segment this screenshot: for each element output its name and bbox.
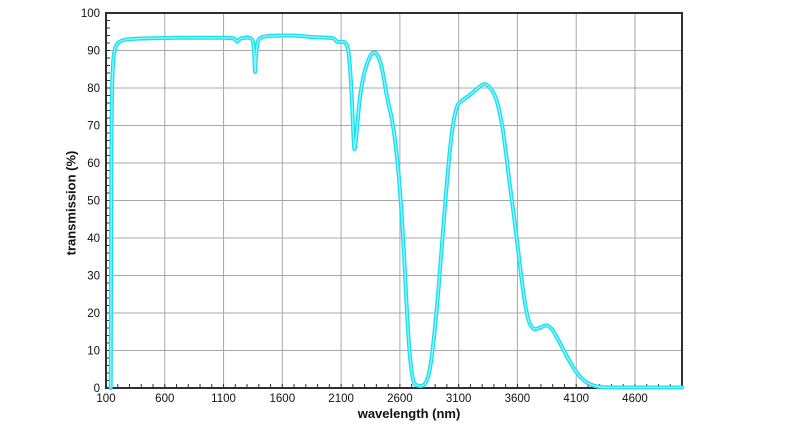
y-tick-label: 40 xyxy=(87,233,100,245)
x-tick-label: 100 xyxy=(96,393,115,405)
y-tick-label: 100 xyxy=(81,8,100,20)
y-axis-title: transmission (%) xyxy=(63,150,79,256)
y-tick-label: 30 xyxy=(87,271,100,283)
x-tick-label: 2600 xyxy=(387,393,413,405)
y-tick-label: 10 xyxy=(87,346,100,358)
x-tick-label: 1100 xyxy=(211,393,236,405)
x-tick-label: 3100 xyxy=(446,393,472,405)
x-axis-title: wavelength (nm) xyxy=(357,406,461,421)
y-tick-label: 80 xyxy=(87,83,100,95)
y-tick-label: 0 xyxy=(94,383,100,395)
x-tick-label: 3600 xyxy=(505,393,531,405)
x-tick-label: 4100 xyxy=(563,393,589,405)
y-tick-label: 90 xyxy=(87,46,100,58)
y-tick-label: 20 xyxy=(87,308,100,320)
plot-border xyxy=(105,12,683,389)
x-tick-label: 2100 xyxy=(328,393,354,405)
transmission-curve-core xyxy=(110,34,683,389)
y-tick-label: 60 xyxy=(87,158,100,170)
y-tick-label: 70 xyxy=(87,121,100,133)
y-tick-label: 50 xyxy=(87,196,100,208)
x-tick-label: 4600 xyxy=(622,393,648,405)
x-tick-label: 1600 xyxy=(270,393,296,405)
x-tick-label: 600 xyxy=(155,393,174,405)
